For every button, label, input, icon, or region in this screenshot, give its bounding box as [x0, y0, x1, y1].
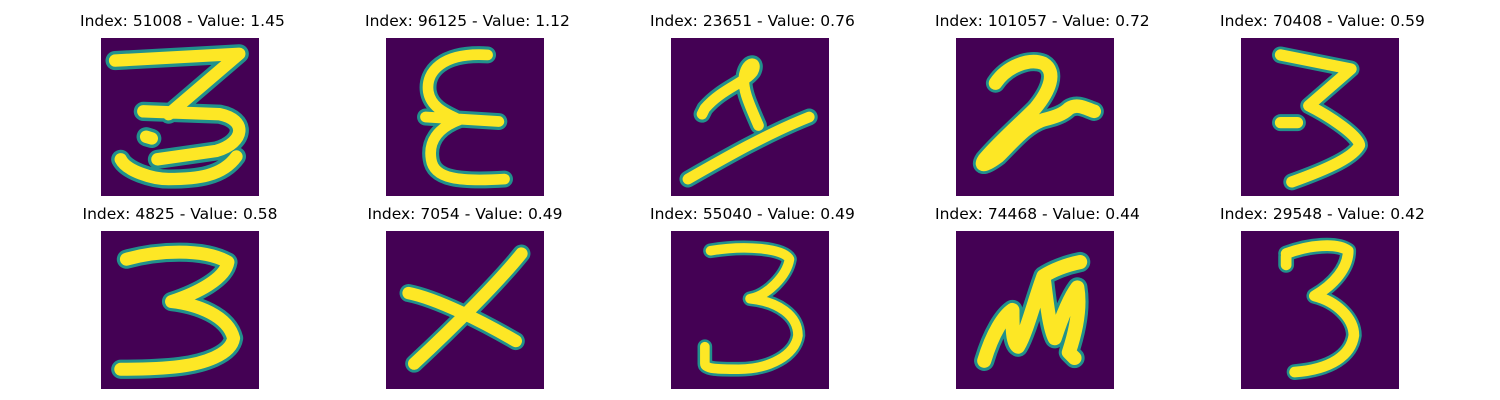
digit-image — [956, 231, 1114, 389]
glyph-strokes — [679, 55, 818, 188]
glyph-strokes — [972, 52, 1104, 174]
sample-tile-9: Index: 74468 - Value: 0.44 — [935, 205, 1140, 389]
digit-image — [671, 231, 829, 389]
sample-tile-8: Index: 55040 - Value: 0.49 — [650, 205, 855, 389]
digit-image — [101, 38, 259, 196]
sample-title: Index: 51008 - Value: 1.45 — [80, 12, 285, 30]
digit-image — [386, 231, 544, 389]
glyph-strokes — [105, 44, 249, 189]
digit-image — [956, 38, 1114, 196]
sample-title: Index: 101057 - Value: 0.72 — [935, 12, 1150, 30]
sample-title: Index: 29548 - Value: 0.42 — [1220, 205, 1425, 223]
sample-tile-10: Index: 29548 - Value: 0.42 — [1220, 205, 1425, 389]
sample-tile-3: Index: 23651 - Value: 0.76 — [650, 12, 855, 196]
sample-title: Index: 55040 - Value: 0.49 — [650, 205, 855, 223]
digit-image — [386, 38, 544, 196]
sample-title: Index: 23651 - Value: 0.76 — [650, 12, 855, 30]
digit-image — [1241, 38, 1399, 196]
glyph-strokes — [1278, 237, 1362, 380]
glyph-strokes — [697, 240, 806, 377]
digit-image — [671, 38, 829, 196]
glyph-strokes — [399, 244, 531, 373]
glyph-strokes — [111, 242, 244, 379]
sample-title: Index: 4825 - Value: 0.58 — [82, 205, 278, 223]
sample-tile-2: Index: 96125 - Value: 1.12 — [365, 12, 570, 196]
sample-title: Index: 96125 - Value: 1.12 — [365, 12, 570, 30]
sample-tile-4: Index: 101057 - Value: 0.72 — [935, 12, 1150, 196]
sample-tile-7: Index: 7054 - Value: 0.49 — [365, 205, 565, 389]
digit-image — [1241, 231, 1399, 389]
sample-title: Index: 7054 - Value: 0.49 — [367, 205, 563, 223]
sample-tile-5: Index: 70408 - Value: 0.59 — [1220, 12, 1425, 196]
digit-image — [101, 231, 259, 389]
glyph-strokes — [1272, 46, 1368, 191]
sample-title: Index: 74468 - Value: 0.44 — [935, 205, 1140, 223]
glyph-strokes — [974, 251, 1091, 371]
glyph-strokes — [417, 46, 513, 189]
sample-title: Index: 70408 - Value: 0.59 — [1220, 12, 1425, 30]
sample-tile-6: Index: 4825 - Value: 0.58 — [80, 205, 280, 389]
sample-tile-1: Index: 51008 - Value: 1.45 — [80, 12, 285, 196]
